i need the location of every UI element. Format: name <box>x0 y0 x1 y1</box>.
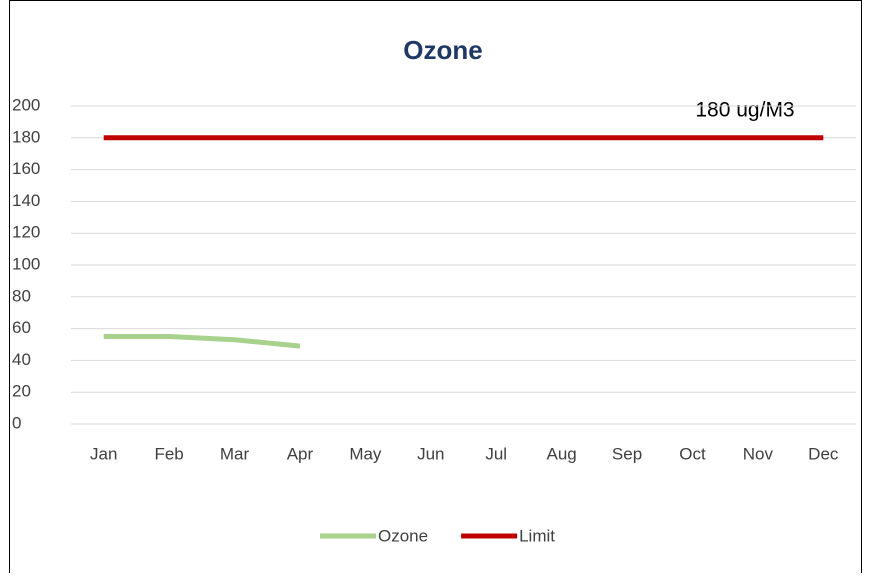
y-tick-label: 80 <box>12 286 31 305</box>
x-tick-label: May <box>349 444 382 463</box>
x-tick-label: Feb <box>154 444 183 463</box>
y-tick-label: 140 <box>12 191 40 210</box>
annotation: 180 ug/M3 <box>695 99 794 122</box>
x-tick-label: Jun <box>417 444 444 463</box>
y-tick-label: 20 <box>12 382 31 401</box>
x-tick-label: Sep <box>612 444 642 463</box>
x-tick-label: Apr <box>287 444 314 463</box>
x-tick-label: Oct <box>679 444 706 463</box>
x-tick-label: Aug <box>547 444 577 463</box>
x-tick-label: Jan <box>90 444 117 463</box>
y-tick-label: 60 <box>12 318 31 337</box>
series-line <box>103 334 301 349</box>
y-tick-label: 0 <box>12 413 21 432</box>
x-tick-label: Nov <box>743 444 774 463</box>
y-tick-label: 40 <box>12 350 31 369</box>
x-tick-label: Dec <box>808 444 839 463</box>
legend-label: Ozone <box>378 526 428 545</box>
y-tick-label: 160 <box>12 159 40 178</box>
y-tick-label: 200 <box>12 95 40 114</box>
y-tick-label: 120 <box>12 223 40 242</box>
x-tick-label: Mar <box>220 444 250 463</box>
x-tick-label: Jul <box>485 444 507 463</box>
y-tick-label: 100 <box>12 254 40 273</box>
chart-frame <box>9 0 862 578</box>
legend-label: Limit <box>519 526 555 545</box>
y-tick-label: 180 <box>12 127 40 146</box>
chart-title: Ozone <box>403 35 482 65</box>
